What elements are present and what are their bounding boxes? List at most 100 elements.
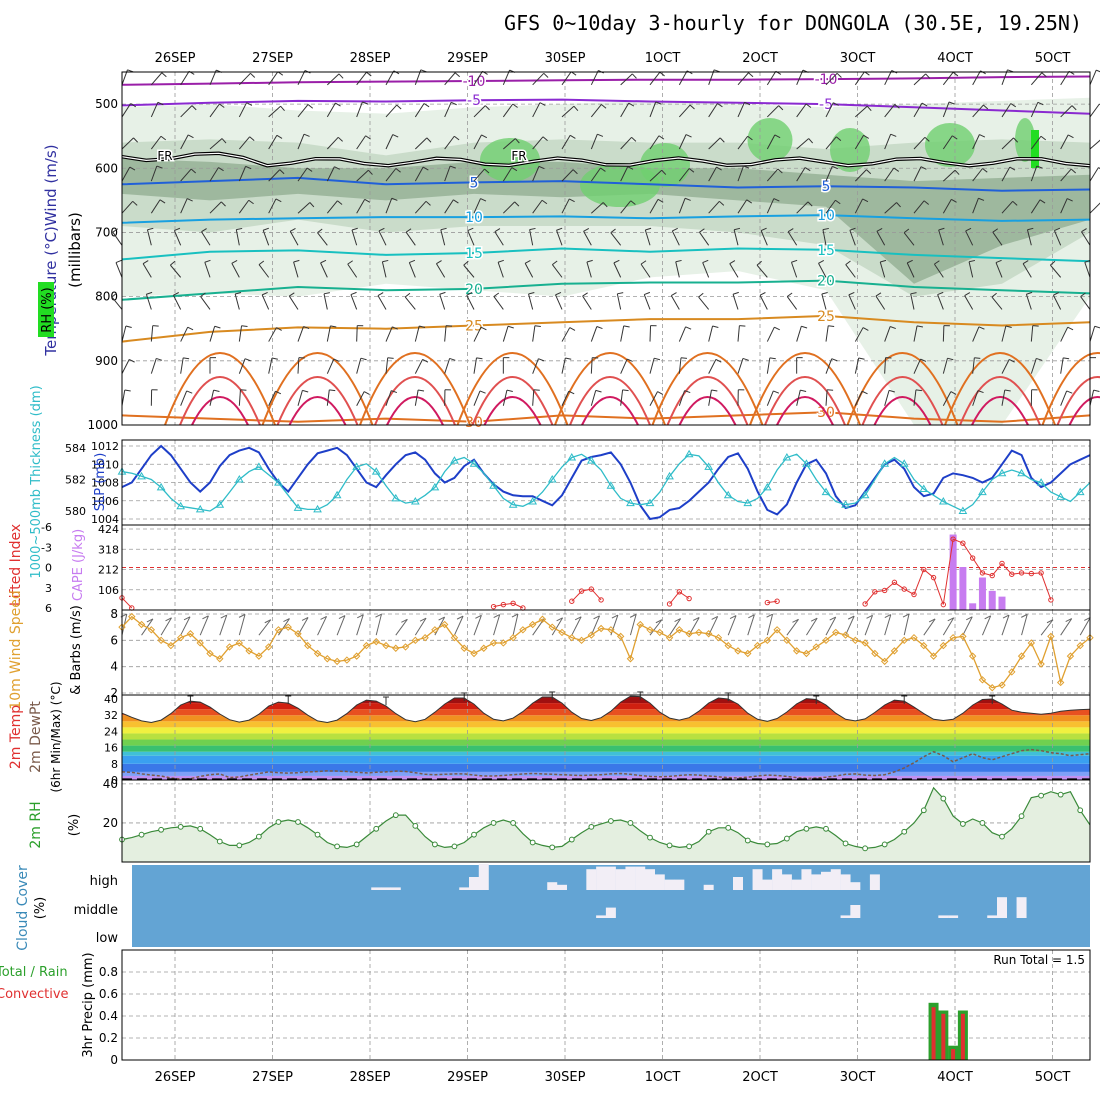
wind-barb-icon xyxy=(1001,389,1011,406)
wind-barb-icon xyxy=(385,104,402,118)
wind-barb-icon xyxy=(258,260,270,278)
wind-barb-icon xyxy=(561,357,572,374)
wind-speed-point xyxy=(460,644,468,652)
wind-speed-point xyxy=(196,639,204,647)
thickness-line xyxy=(121,453,1091,512)
precip-convective-bar xyxy=(960,1013,965,1060)
wind-barb-icon xyxy=(350,291,358,310)
wind-speed-point xyxy=(978,676,987,684)
cloud-bar-high xyxy=(459,887,470,890)
wind-barb-icon xyxy=(913,325,924,342)
rh-point xyxy=(1018,813,1025,820)
thickness-point xyxy=(352,462,362,470)
wind-speed-point xyxy=(450,633,459,642)
wind-barb-icon xyxy=(649,169,667,182)
wind-barb-icon xyxy=(913,136,930,150)
cloud-axis-title: Cloud Cover xyxy=(15,865,31,951)
rh-point xyxy=(647,834,653,841)
wind-barb-icon xyxy=(854,134,869,150)
thickness-point xyxy=(176,501,186,510)
wind-barb-icon xyxy=(414,617,427,636)
wind-speed-point xyxy=(968,652,977,660)
warm-contour xyxy=(1041,352,1100,426)
cape-y-tick: 212 xyxy=(98,564,119,577)
warm-contour xyxy=(179,376,261,426)
date-label-top: 26SEP xyxy=(155,51,196,66)
cloud-bar-high xyxy=(371,887,382,890)
wind-barb-icon xyxy=(678,197,691,214)
cloud-bar-high xyxy=(625,866,636,890)
date-label-bottom: 30SEP xyxy=(545,1070,586,1085)
wind-barb-icon xyxy=(375,613,382,636)
wind-barb-icon xyxy=(1030,389,1038,406)
wind-barb-icon xyxy=(356,135,371,150)
precip-axis-title: 3hr Precip (mm) xyxy=(81,952,96,1057)
rh-point xyxy=(783,835,790,842)
rh-point xyxy=(236,842,243,849)
wind-barb-icon xyxy=(649,619,663,636)
wind-barb-icon xyxy=(942,71,959,86)
li-point xyxy=(569,598,575,604)
wind-speed-point xyxy=(528,620,537,629)
thickness-point xyxy=(234,475,244,483)
wind-barb-icon xyxy=(864,614,873,636)
wind-speed-point xyxy=(695,628,703,637)
wind-speed-point xyxy=(861,639,869,647)
date-label-bottom: 27SEP xyxy=(252,1070,293,1085)
wind-speed-point xyxy=(714,633,723,642)
warm-contour xyxy=(971,396,1029,426)
wind-barb-icon xyxy=(1060,168,1077,182)
wind-barb-icon xyxy=(972,168,988,182)
wind-barb-icon xyxy=(150,325,159,342)
wind-barb-icon xyxy=(995,259,1003,278)
wind-barb-icon xyxy=(913,73,931,86)
wind-barb-icon xyxy=(320,259,328,278)
wind-barb-icon xyxy=(590,615,601,636)
wind-speed-point xyxy=(1008,668,1016,676)
cloud-bar-high xyxy=(674,879,685,890)
wind-barb-icon xyxy=(238,613,246,636)
wind-barb-icon xyxy=(825,325,835,342)
cloud-bar-high xyxy=(850,882,861,890)
thickness-axis-title: 1000~500mb Thickness (dm) xyxy=(29,385,44,578)
warm-contour xyxy=(944,352,1056,426)
wind-barb-icon xyxy=(678,168,695,182)
wind-speed-point xyxy=(646,626,654,634)
temp-fill xyxy=(122,696,1090,780)
wind-barb-icon xyxy=(729,260,739,278)
date-label-top: 5OCT xyxy=(1035,51,1071,66)
rh-moist-patch xyxy=(1015,118,1035,162)
wind-barb-icon xyxy=(439,291,446,310)
thickness-point xyxy=(313,504,322,513)
thickness-point xyxy=(899,459,909,467)
rh-point xyxy=(216,838,223,845)
wind-barb-icon xyxy=(502,389,513,406)
li-point xyxy=(960,540,966,546)
wind-barb-icon xyxy=(1089,139,1100,150)
cloud-axis-unit: (%) xyxy=(33,897,48,920)
wind-barb-icon xyxy=(561,105,579,118)
isotherm-label: 20 xyxy=(817,274,835,290)
wind-speed-point xyxy=(431,626,439,634)
li-y-tick: -6 xyxy=(41,521,52,534)
wind-barb-icon xyxy=(972,357,981,374)
isotherm-label: 20 xyxy=(465,282,483,298)
wind-barb-icon xyxy=(414,166,429,182)
wind-barb-icon xyxy=(825,389,834,406)
wind-barb-icon xyxy=(180,105,197,118)
upper-y-tick: 1000 xyxy=(87,418,118,432)
cloud-bar-high xyxy=(390,887,401,890)
li-line xyxy=(669,591,690,605)
date-label-top: 4OCT xyxy=(937,51,973,66)
isotherm-line xyxy=(121,247,1091,263)
isotherm-label: -10 xyxy=(815,72,838,88)
wind-speed-point xyxy=(1017,652,1026,660)
wind-barb-icon xyxy=(1030,72,1047,86)
rh-point xyxy=(529,839,536,846)
date-label-bottom: 2OCT xyxy=(742,1070,778,1085)
thickness-point xyxy=(1075,487,1085,496)
li-line xyxy=(767,600,778,604)
thickness-y-tick: 580 xyxy=(65,505,86,518)
wind-barb-icon xyxy=(180,390,193,406)
temp-band xyxy=(122,763,1090,772)
